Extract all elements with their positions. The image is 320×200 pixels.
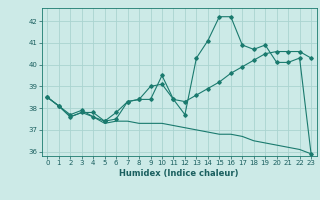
X-axis label: Humidex (Indice chaleur): Humidex (Indice chaleur) [119, 169, 239, 178]
